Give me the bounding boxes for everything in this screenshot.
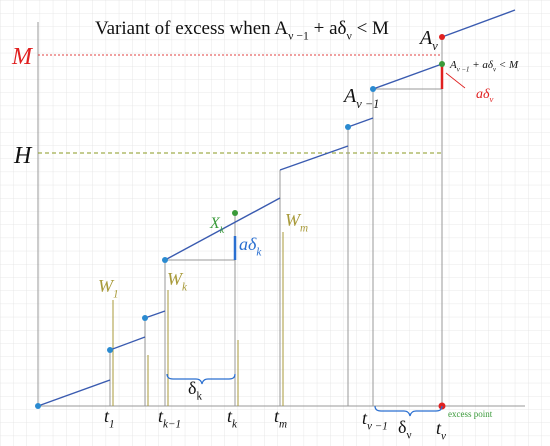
subscript: k−1: [163, 418, 181, 430]
text-part: + aδ: [469, 59, 493, 71]
text-part: t: [436, 418, 442, 438]
text-part: W: [167, 269, 184, 289]
text-part: < M: [496, 59, 519, 71]
title: Variant of excess when Aν −1 + aδν < M: [95, 18, 389, 43]
label-t-k: tk: [227, 406, 238, 430]
label-delta-nu: δν: [398, 417, 412, 441]
subscript: ν: [432, 39, 438, 53]
label-condition: Aν −1 + aδν < M: [449, 59, 519, 73]
subscript: ν: [493, 66, 497, 73]
label-delta-k: δk: [188, 378, 202, 402]
label-t-m: tm: [274, 406, 287, 430]
label-w-1: W1: [98, 276, 119, 300]
subscript: 1: [109, 418, 115, 430]
text-part: W: [98, 276, 115, 296]
label-a-delta-nu: aδν: [476, 87, 494, 104]
text-part: aδ: [476, 87, 490, 102]
subscript: m: [279, 418, 287, 430]
text-part: + aδ: [309, 18, 347, 39]
label-t-k-minus-1: tk−1: [158, 406, 181, 430]
text-part: δ: [188, 378, 196, 398]
subscript: ν: [347, 30, 353, 43]
subscript: m: [300, 222, 308, 234]
subscript: ν −1: [367, 420, 388, 432]
label-x-k: Xk: [209, 215, 225, 236]
text-part: t: [104, 406, 110, 426]
label-t-nu-minus-1: tν −1: [362, 408, 388, 432]
label-t-1: t1: [104, 406, 115, 430]
text-part: A: [342, 85, 357, 107]
subscript: k: [220, 225, 225, 236]
label-excess-point: excess point: [448, 409, 493, 419]
subscript: k: [196, 390, 202, 402]
text-part: t: [362, 408, 368, 428]
subscript: ν: [490, 94, 494, 104]
claim-spikes: [112, 232, 284, 406]
subscript: ν: [441, 430, 446, 442]
braces: [166, 373, 443, 417]
text-part: A: [418, 27, 433, 49]
text-part: M: [11, 44, 34, 70]
subscript: ν −1: [288, 30, 309, 43]
text-part: δ: [398, 417, 406, 437]
text-part: t: [158, 406, 164, 426]
subscript: ν: [406, 429, 411, 441]
label-m: M: [11, 44, 34, 70]
subscript: k: [256, 246, 262, 258]
text-part: t: [227, 406, 233, 426]
label-w-k: Wk: [167, 269, 188, 293]
subscript: k: [232, 418, 238, 430]
label-a-nu: Aν: [418, 27, 438, 53]
text-part: t: [274, 406, 280, 426]
points: [35, 34, 446, 410]
subscript: 1: [113, 288, 119, 300]
subscript: k: [182, 281, 188, 293]
text-part: < M: [352, 18, 389, 39]
text-part: A: [449, 59, 457, 71]
text-part: H: [13, 143, 33, 169]
text-part: aδ: [239, 234, 257, 254]
text-part: W: [285, 210, 302, 230]
text-part: X: [209, 215, 221, 232]
label-h: H: [13, 143, 33, 169]
text-part: Variant of excess when A: [95, 18, 288, 39]
label-t-nu: tν: [436, 418, 446, 442]
text-part: excess point: [448, 409, 493, 419]
label-w-m: Wm: [285, 210, 308, 234]
subscript: ν −1: [356, 97, 379, 111]
label-a-delta-k: aδk: [239, 234, 262, 258]
subscript: ν −1: [457, 66, 470, 73]
label-a-nu-minus-1: Aν −1: [342, 85, 379, 111]
surplus-path: [37, 9, 516, 407]
